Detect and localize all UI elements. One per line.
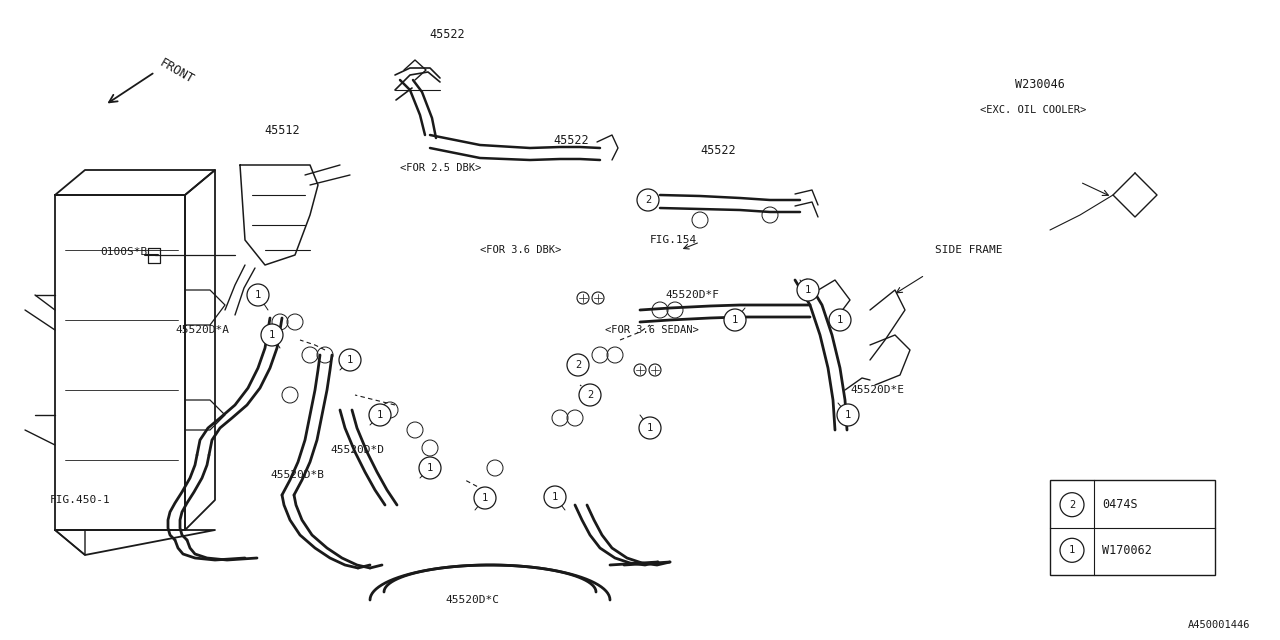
Circle shape	[544, 486, 566, 508]
Circle shape	[579, 384, 602, 406]
Text: SIDE FRAME: SIDE FRAME	[934, 245, 1002, 255]
Text: FIG.154: FIG.154	[650, 235, 698, 245]
Circle shape	[261, 324, 283, 346]
Bar	[1050, 480, 1215, 575]
Text: 45520D*F: 45520D*F	[666, 290, 719, 300]
Text: 1: 1	[646, 423, 653, 433]
Text: FIG.450-1: FIG.450-1	[50, 495, 111, 505]
Text: 1: 1	[805, 285, 812, 295]
Text: 1: 1	[732, 315, 739, 325]
Text: 2: 2	[575, 360, 581, 370]
Text: 0474S: 0474S	[1102, 498, 1138, 511]
Circle shape	[369, 404, 390, 426]
Text: 45520D*B: 45520D*B	[270, 470, 324, 480]
Text: 45522: 45522	[553, 134, 589, 147]
Text: 1: 1	[255, 290, 261, 300]
Circle shape	[639, 417, 660, 439]
Circle shape	[637, 189, 659, 211]
Text: 1: 1	[426, 463, 433, 473]
Text: 1: 1	[552, 492, 558, 502]
Text: 1: 1	[1069, 545, 1075, 556]
Circle shape	[1060, 493, 1084, 516]
Text: 45520D*D: 45520D*D	[330, 445, 384, 455]
Circle shape	[837, 404, 859, 426]
Text: 45520D*E: 45520D*E	[850, 385, 904, 395]
Circle shape	[419, 457, 442, 479]
Text: W230046: W230046	[1015, 79, 1065, 92]
Circle shape	[797, 279, 819, 301]
Text: 45522: 45522	[700, 143, 736, 157]
Text: 2: 2	[645, 195, 652, 205]
Text: 45520D*C: 45520D*C	[445, 595, 499, 605]
Circle shape	[1060, 538, 1084, 563]
Text: 45522: 45522	[429, 29, 465, 42]
Text: <EXC. OIL COOLER>: <EXC. OIL COOLER>	[980, 105, 1087, 115]
Text: A450001446: A450001446	[1188, 620, 1251, 630]
Text: <FOR 3.6 DBK>: <FOR 3.6 DBK>	[480, 245, 561, 255]
Circle shape	[247, 284, 269, 306]
Text: 1: 1	[837, 315, 844, 325]
Circle shape	[339, 349, 361, 371]
Text: 1: 1	[481, 493, 488, 503]
Text: <FOR 3.6 SEDAN>: <FOR 3.6 SEDAN>	[605, 325, 699, 335]
Circle shape	[567, 354, 589, 376]
Text: 45512: 45512	[264, 124, 300, 136]
Text: 2: 2	[586, 390, 593, 400]
Text: 1: 1	[376, 410, 383, 420]
Text: 0100S*B: 0100S*B	[100, 247, 147, 257]
Text: 1: 1	[845, 410, 851, 420]
Text: <FOR 2.5 DBK>: <FOR 2.5 DBK>	[399, 163, 481, 173]
Text: 2: 2	[1069, 500, 1075, 509]
Text: 1: 1	[347, 355, 353, 365]
Circle shape	[829, 309, 851, 331]
Text: FRONT: FRONT	[157, 57, 196, 87]
Text: 1: 1	[269, 330, 275, 340]
Text: W170062: W170062	[1102, 544, 1152, 557]
Text: 45520D*A: 45520D*A	[175, 325, 229, 335]
Circle shape	[724, 309, 746, 331]
Circle shape	[474, 487, 497, 509]
